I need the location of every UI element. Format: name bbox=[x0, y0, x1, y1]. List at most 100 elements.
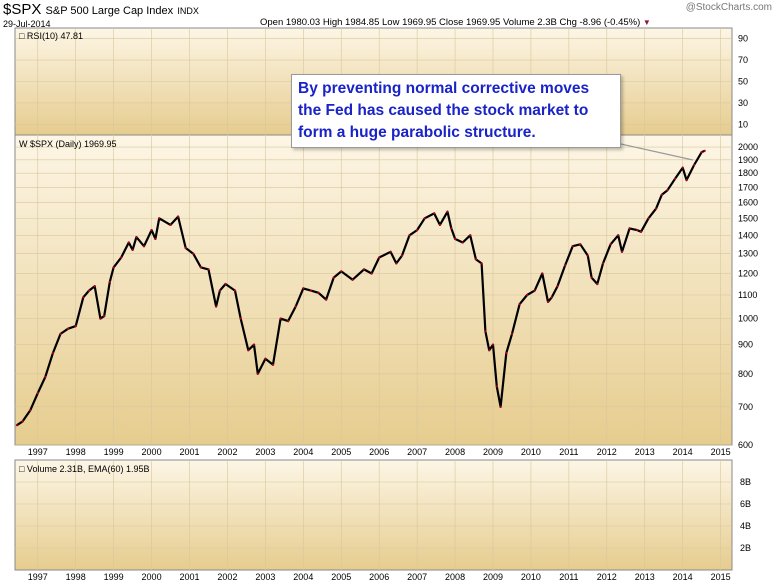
price-point bbox=[256, 372, 259, 375]
price-point bbox=[271, 363, 275, 366]
rsi-tick-label: 90 bbox=[738, 34, 748, 44]
volume-x-tick-label: 2004 bbox=[293, 572, 313, 582]
price-point bbox=[579, 243, 582, 246]
price-point bbox=[239, 317, 242, 320]
price-point bbox=[340, 270, 343, 273]
price-label: W $SPX (Daily) 1969.95 bbox=[19, 139, 117, 149]
price-point bbox=[67, 327, 70, 330]
annotation-line-1: By preventing normal corrective moves bbox=[298, 80, 590, 97]
price-x-tick-label: 2007 bbox=[407, 447, 427, 457]
volume-x-tick-label: 2011 bbox=[559, 572, 578, 582]
price-x-tick-label: 2002 bbox=[217, 447, 237, 457]
price-point bbox=[674, 177, 677, 180]
price-tick-label: 1000 bbox=[738, 314, 758, 324]
price-tick-label: 2000 bbox=[738, 142, 758, 152]
price-point bbox=[484, 330, 487, 333]
rsi-tick-label: 30 bbox=[738, 98, 748, 108]
price-point bbox=[601, 262, 605, 265]
volume-x-tick-label: 2005 bbox=[331, 572, 351, 582]
price-point bbox=[317, 291, 320, 294]
price-point bbox=[660, 193, 663, 196]
price-x-tick-label: 2008 bbox=[445, 447, 465, 457]
volume-tick-label: 4B bbox=[740, 521, 751, 531]
volume-x-tick-label: 2001 bbox=[179, 572, 199, 582]
volume-x-tick-label: 2007 bbox=[407, 572, 427, 582]
price-point bbox=[127, 241, 130, 244]
price-point bbox=[556, 285, 559, 288]
volume-x-tick-label: 2013 bbox=[635, 572, 655, 582]
price-point bbox=[215, 305, 218, 308]
price-point bbox=[590, 276, 593, 279]
price-tick-label: 1300 bbox=[738, 249, 758, 259]
price-tick-label: 1500 bbox=[738, 213, 758, 223]
price-point bbox=[302, 287, 305, 290]
volume-tick-label: 2B bbox=[740, 543, 751, 553]
price-point bbox=[681, 166, 684, 169]
price-point bbox=[142, 245, 146, 248]
price-point bbox=[423, 217, 426, 220]
price-tick-label: 600 bbox=[738, 440, 753, 450]
volume-x-tick-label: 1997 bbox=[28, 572, 48, 582]
price-point bbox=[177, 215, 180, 218]
price-point bbox=[192, 252, 195, 255]
price-point bbox=[609, 243, 612, 246]
price-point bbox=[59, 332, 62, 335]
price-point bbox=[169, 223, 172, 226]
price-tick-label: 1200 bbox=[738, 268, 758, 278]
price-point bbox=[82, 296, 85, 299]
price-point bbox=[495, 385, 498, 388]
price-tick-label: 900 bbox=[738, 340, 753, 350]
price-x-tick-label: 2011 bbox=[559, 447, 578, 457]
price-tick-label: 1400 bbox=[738, 230, 758, 240]
price-point bbox=[108, 280, 111, 283]
price-x-tick-label: 2004 bbox=[293, 447, 313, 457]
price-x-tick-label: 1997 bbox=[28, 447, 48, 457]
price-point bbox=[93, 285, 96, 288]
symbol-title: $SPX S&P 500 Large Cap Index INDX bbox=[3, 1, 199, 18]
price-point bbox=[571, 245, 574, 248]
price-point bbox=[647, 217, 650, 220]
price-point bbox=[480, 262, 483, 265]
price-point bbox=[51, 352, 55, 355]
annotation-line-2: the Fed has caused the stock market to bbox=[298, 102, 589, 119]
price-point bbox=[279, 317, 282, 320]
price-point bbox=[666, 189, 669, 192]
price-point bbox=[332, 276, 335, 279]
volume-x-tick-label: 2006 bbox=[369, 572, 389, 582]
chart-date: 29-Jul-2014 bbox=[3, 19, 51, 29]
price-x-tick-label: 2015 bbox=[711, 447, 731, 457]
price-x-tick-label: 2000 bbox=[142, 447, 162, 457]
price-point bbox=[510, 332, 514, 335]
volume-x-tick-label: 2015 bbox=[711, 572, 731, 582]
price-point bbox=[103, 315, 106, 318]
price-point bbox=[533, 289, 536, 292]
price-point bbox=[287, 320, 290, 323]
price-tick-label: 1900 bbox=[738, 155, 758, 165]
price-panel bbox=[14, 134, 733, 446]
price-point bbox=[564, 264, 567, 267]
price-point bbox=[461, 241, 464, 244]
price-point bbox=[636, 229, 639, 232]
price-point bbox=[21, 420, 24, 423]
volume-x-tick-label: 2012 bbox=[597, 572, 617, 582]
volume-panel bbox=[14, 459, 733, 571]
rsi-tick-label: 10 bbox=[738, 119, 748, 129]
price-x-tick-label: 2010 bbox=[521, 447, 541, 457]
volume-x-tick-label: 2008 bbox=[445, 572, 465, 582]
price-point bbox=[446, 210, 449, 213]
price-x-tick-label: 2006 bbox=[369, 447, 389, 457]
quote-line: Open 1980.03 High 1984.85 Low 1969.95 Cl… bbox=[260, 17, 651, 28]
price-point bbox=[488, 349, 491, 352]
price-point bbox=[655, 207, 658, 210]
price-point bbox=[491, 343, 495, 346]
volume-label: □ Volume 2.31B, EMA(60) 1.95B bbox=[19, 464, 150, 474]
price-point bbox=[294, 305, 297, 308]
price-point bbox=[135, 236, 138, 239]
price-point bbox=[224, 282, 227, 286]
index-name: S&P 500 Large Cap Index bbox=[45, 5, 174, 17]
price-point bbox=[617, 234, 620, 237]
rsi-label: □ RSI(10) 47.81 bbox=[19, 31, 83, 41]
exchange: INDX bbox=[177, 6, 199, 16]
volume-x-tick-label: 1998 bbox=[66, 572, 86, 582]
price-point bbox=[474, 258, 477, 261]
